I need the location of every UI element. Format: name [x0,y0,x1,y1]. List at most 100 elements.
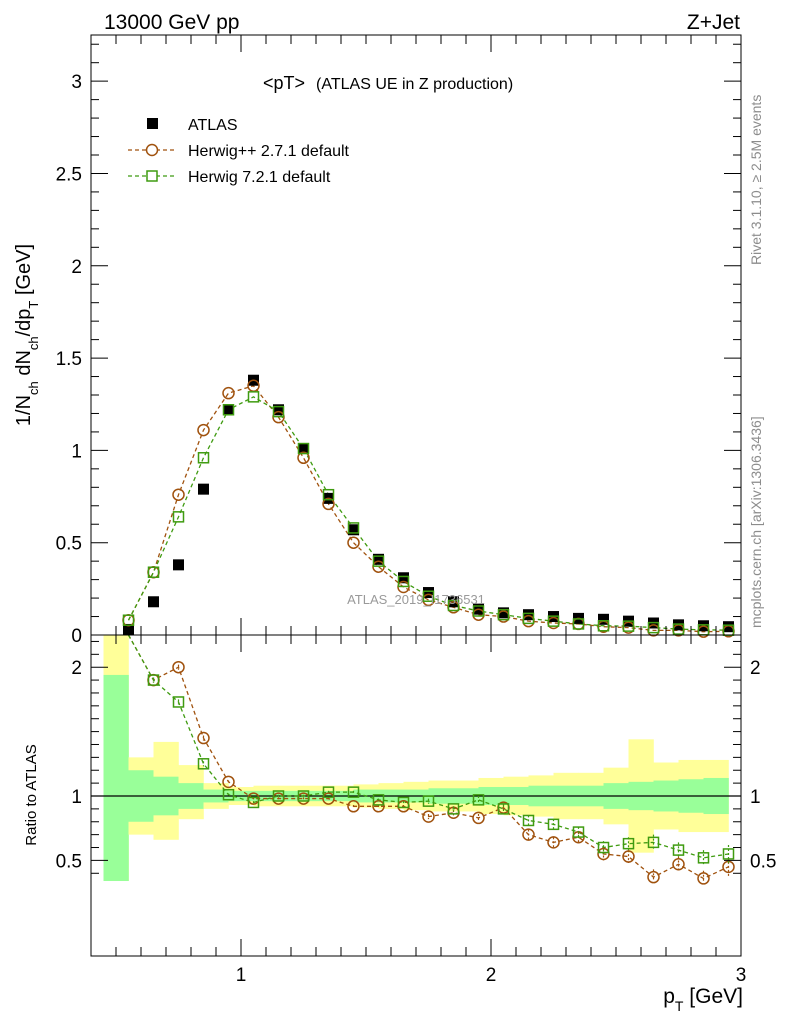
main-herwig7-point [222,404,235,416]
main-series-line-1 [127,385,729,633]
ratio-herwig7-point [497,803,510,815]
main-herwig7-point [597,620,610,632]
ratio-herwig7-point [597,841,610,854]
ratio-herwigpp-point [522,828,535,841]
ratio-herwig7-point [297,790,310,802]
x-tick-label: 3 [736,965,747,986]
ratio-herwig7-point [322,786,335,798]
main-y-tick-label: 0.5 [56,534,82,555]
main-atlas-point [348,524,359,536]
main-y-tick-label: 1.5 [56,349,82,370]
ratio-herwigpp-point [172,660,185,674]
ratio-herwigpp-point [222,775,235,789]
main-herwig7-point [297,442,310,455]
main-atlas-point [123,623,134,635]
ratio-herwigpp-point [647,870,660,884]
ratio-herwigpp-point [597,847,610,861]
ratio-herwigpp-point [372,800,385,813]
main-atlas-point [498,607,509,619]
ratio-herwigpp-point [347,800,360,813]
plot-title-main: <pT> [263,73,305,93]
main-atlas-point [398,572,409,584]
ratio-herwig7-point [197,758,210,770]
main-herwig7-point [547,615,560,627]
analysis-watermark: ATLAS_2019_I1736531 [347,592,485,607]
ratio-y-tick-label-right: 1 [750,787,761,808]
ratio-herwigpp-point [622,850,635,863]
ratio-herwig7-point [347,786,360,798]
main-atlas-point [198,483,209,495]
process-label: Z+Jet [687,11,740,34]
ratio-herwig7-point [272,790,285,802]
main-y-tick-label: 2 [71,257,82,278]
main-atlas-point [148,596,159,608]
main-herwig7-point [572,618,585,630]
main-herwig7-point [422,590,435,602]
main-herwig7-point [447,599,460,612]
ratio-herwig7-point [372,794,385,806]
main-atlas-point [273,404,284,416]
ratio-plot-area [103,635,729,882]
ratio-herwig7-point [622,837,635,850]
main-y-tick-label: 2.5 [56,164,82,185]
ratio-herwig7-point [222,788,235,801]
main-herwig7-point [347,522,360,534]
ratio-herwig7-point [422,795,435,807]
x-axis-title: pT [GeV] [663,985,743,1014]
ratio-herwig7-point [247,796,260,809]
ratio-herwig7-point [672,844,685,856]
main-herwig7-point [272,405,285,418]
ratio-herwigpp-point [697,872,710,885]
ratio-herwigpp-point [472,811,485,825]
main-herwigpp-point [147,565,160,579]
ratio-y-axis-title: Ratio to ATLAS [23,744,40,845]
main-y-axis-title: 1/Nch dNch/dpT [GeV] [13,244,41,426]
plot-title: <pT> (ATLAS UE in Z production) [263,73,513,93]
ratio-herwig7-point [647,836,660,849]
legend-marker-herwig7 [146,170,158,182]
main-atlas-point [423,587,434,599]
mcplots-reference-label: mcplots.cern.ch [arXiv:1306.3436] [748,416,764,628]
main-atlas-point [173,559,184,571]
ratio-herwig7-point [172,696,185,708]
ratio-herwig7-point [572,826,585,838]
ratio-herwig7-point [522,814,535,827]
main-herwigpp-point [297,451,310,465]
ratio-y-tick-label-right: 2 [750,658,761,679]
legend-label-herwigpp: Herwig++ 2.7.1 default [188,143,350,160]
ratio-y-tick-label: 1 [71,787,82,808]
legend: ATLAS Herwig++ 2.7.1 default Herwig 7.2.… [128,117,350,186]
ratio-herwigpp-point [422,810,435,823]
ratio-herwigpp-point [197,731,210,745]
x-tick-label: 2 [486,965,497,986]
x-tick-label: 1 [236,965,247,986]
main-herwig7-point [147,566,160,578]
legend-marker-atlas [147,118,158,129]
legend-label-atlas: ATLAS [188,117,238,134]
main-atlas-point [523,609,534,621]
main-herwigpp-point [222,386,235,400]
ratio-herwig7-point [472,794,485,806]
main-herwig7-point [397,575,410,588]
ratio-y-tick-label-right: 0.5 [750,851,776,872]
main-y-tick-label: 3 [71,72,82,93]
main-atlas-point [373,553,384,565]
main-herwig7-point [172,511,185,523]
main-herwig7-point [647,621,660,634]
main-herwigpp-point [197,423,210,437]
plot-title-suffix: (ATLAS UE in Z production) [316,76,513,93]
main-herwig7-point [322,488,335,501]
rivet-version-label: Rivet 3.1.10, ≥ 2.5M events [748,95,764,265]
main-atlas-point [723,621,734,633]
main-herwigpp-point [172,488,185,501]
main-herwigpp-point [322,497,335,511]
energy-label: 13000 GeV pp [104,11,239,34]
ratio-herwig7-point [397,796,410,809]
main-herwig7-point [122,614,135,626]
main-herwig7-point [472,605,485,617]
ratio-herwig7-point [147,674,160,686]
main-herwig7-point [522,612,535,625]
ratio-herwigpp-point [547,836,560,849]
ratio-herwig7-point [697,852,710,864]
